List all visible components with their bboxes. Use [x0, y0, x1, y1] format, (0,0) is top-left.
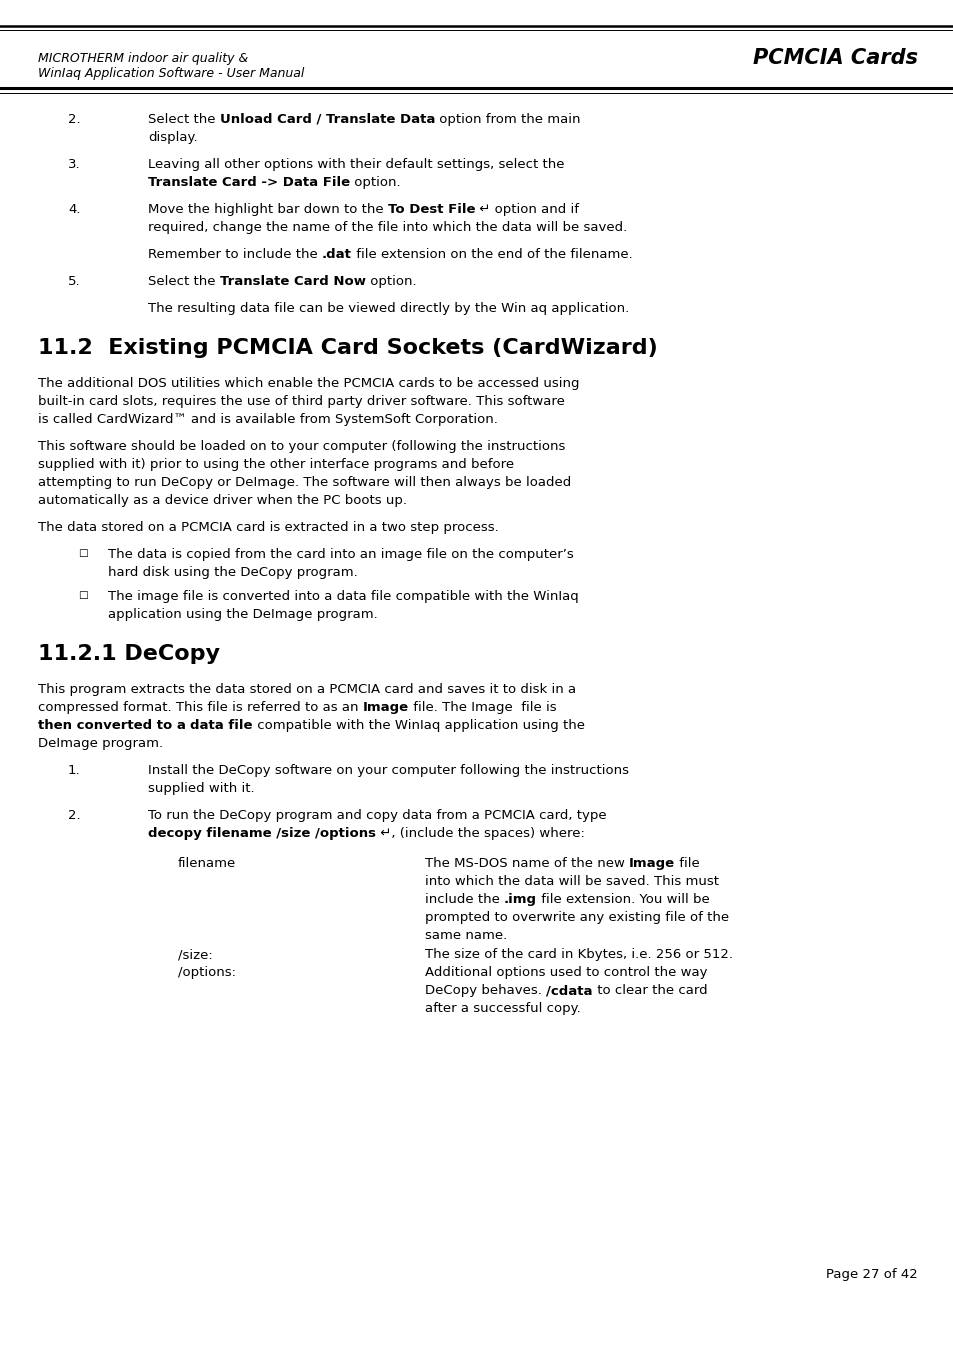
Text: automatically as a device driver when the PC boots up.: automatically as a device driver when th… — [38, 494, 407, 507]
Text: to clear the card: to clear the card — [592, 984, 706, 997]
Text: 4.: 4. — [68, 203, 80, 216]
Text: file extension on the end of the filename.: file extension on the end of the filenam… — [352, 249, 632, 261]
Text: □: □ — [78, 549, 88, 558]
Text: data file: data file — [191, 719, 253, 732]
Text: attempting to run DeCopy or DeImage. The software will then always be loaded: attempting to run DeCopy or DeImage. The… — [38, 476, 571, 489]
Text: after a successful copy.: after a successful copy. — [424, 1002, 580, 1015]
Text: option.: option. — [365, 276, 416, 288]
Text: include the: include the — [424, 893, 503, 907]
Text: Select the: Select the — [148, 113, 219, 126]
Text: 11.2  Existing PCMCIA Card Sockets (CardWizard): 11.2 Existing PCMCIA Card Sockets (CardW… — [38, 338, 657, 358]
Text: This program extracts the data stored on a PCMCIA card and saves it to disk in a: This program extracts the data stored on… — [38, 684, 576, 696]
Text: supplied with it) prior to using the other interface programs and before: supplied with it) prior to using the oth… — [38, 458, 514, 471]
Text: .dat: .dat — [322, 249, 352, 261]
Text: Unload Card / Translate Data: Unload Card / Translate Data — [219, 113, 435, 126]
Text: Select the: Select the — [148, 276, 219, 288]
Text: then converted to a: then converted to a — [38, 719, 191, 732]
Text: 1.: 1. — [68, 765, 81, 777]
Text: ↵ option and if: ↵ option and if — [475, 203, 578, 216]
Text: filename: filename — [178, 857, 236, 870]
Text: DeCopy behaves.: DeCopy behaves. — [424, 984, 545, 997]
Text: PCMCIA Cards: PCMCIA Cards — [752, 49, 917, 68]
Text: hard disk using the DeCopy program.: hard disk using the DeCopy program. — [108, 566, 357, 580]
Text: □: □ — [78, 590, 88, 600]
Text: into which the data will be saved. This must: into which the data will be saved. This … — [424, 875, 719, 888]
Text: The image file is converted into a data file compatible with the WinIaq: The image file is converted into a data … — [108, 590, 578, 603]
Text: The data stored on a PCMCIA card is extracted in a two step process.: The data stored on a PCMCIA card is extr… — [38, 521, 498, 534]
Text: prompted to overwrite any existing file of the: prompted to overwrite any existing file … — [424, 911, 728, 924]
Text: file extension. You will be: file extension. You will be — [537, 893, 709, 907]
Text: MICROTHERM indoor air quality &: MICROTHERM indoor air quality & — [38, 51, 248, 65]
Text: DeImage program.: DeImage program. — [38, 738, 163, 750]
Text: Remember to include the: Remember to include the — [148, 249, 322, 261]
Text: application using the DeImage program.: application using the DeImage program. — [108, 608, 377, 621]
Text: .img: .img — [503, 893, 537, 907]
Text: Move the highlight bar down to the: Move the highlight bar down to the — [148, 203, 388, 216]
Text: Page 27 of 42: Page 27 of 42 — [825, 1269, 917, 1281]
Text: is called CardWizard™ and is available from SystemSoft Corporation.: is called CardWizard™ and is available f… — [38, 413, 497, 426]
Text: decopy filename /size /options: decopy filename /size /options — [148, 827, 375, 840]
Text: Additional options used to control the way: Additional options used to control the w… — [424, 966, 707, 979]
Text: same name.: same name. — [424, 929, 507, 942]
Text: option from the main: option from the main — [435, 113, 580, 126]
Text: The data is copied from the card into an image file on the computer’s: The data is copied from the card into an… — [108, 549, 573, 561]
Text: To Dest File: To Dest File — [388, 203, 475, 216]
Text: 2.: 2. — [68, 113, 81, 126]
Text: ↵, (include the spaces) where:: ↵, (include the spaces) where: — [375, 827, 584, 840]
Text: /size:: /size: — [178, 948, 213, 961]
Text: To run the DeCopy program and copy data from a PCMCIA card, type: To run the DeCopy program and copy data … — [148, 809, 606, 821]
Text: 5.: 5. — [68, 276, 81, 288]
Text: 11.2.1 DeCopy: 11.2.1 DeCopy — [38, 644, 220, 663]
Text: Translate Card -> Data File: Translate Card -> Data File — [148, 176, 350, 189]
Text: display.: display. — [148, 131, 197, 145]
Text: file: file — [675, 857, 700, 870]
Text: compressed format. This file is referred to as an: compressed format. This file is referred… — [38, 701, 362, 713]
Text: WinIaq Application Software - User Manual: WinIaq Application Software - User Manua… — [38, 68, 304, 80]
Text: Install the DeCopy software on your computer following the instructions: Install the DeCopy software on your comp… — [148, 765, 628, 777]
Text: compatible with the WinIaq application using the: compatible with the WinIaq application u… — [253, 719, 584, 732]
Text: The size of the card in Kbytes, i.e. 256 or 512.: The size of the card in Kbytes, i.e. 256… — [424, 948, 732, 961]
Text: 2.: 2. — [68, 809, 81, 821]
Text: required, change the name of the file into which the data will be saved.: required, change the name of the file in… — [148, 222, 626, 234]
Text: supplied with it.: supplied with it. — [148, 782, 254, 794]
Text: Image: Image — [628, 857, 675, 870]
Text: 3.: 3. — [68, 158, 81, 172]
Text: Leaving all other options with their default settings, select the: Leaving all other options with their def… — [148, 158, 564, 172]
Text: Translate Card Now: Translate Card Now — [219, 276, 365, 288]
Text: file. The Image  file is: file. The Image file is — [409, 701, 556, 713]
Text: The resulting data file can be viewed directly by the Win aq application.: The resulting data file can be viewed di… — [148, 303, 629, 315]
Text: /cdata: /cdata — [545, 984, 592, 997]
Text: This software should be loaded on to your computer (following the instructions: This software should be loaded on to you… — [38, 440, 565, 453]
Text: /options:: /options: — [178, 966, 235, 979]
Text: Image: Image — [362, 701, 409, 713]
Text: The additional DOS utilities which enable the PCMCIA cards to be accessed using: The additional DOS utilities which enabl… — [38, 377, 578, 390]
Text: option.: option. — [350, 176, 400, 189]
Text: The MS-DOS name of the new: The MS-DOS name of the new — [424, 857, 628, 870]
Text: built-in card slots, requires the use of third party driver software. This softw: built-in card slots, requires the use of… — [38, 394, 564, 408]
